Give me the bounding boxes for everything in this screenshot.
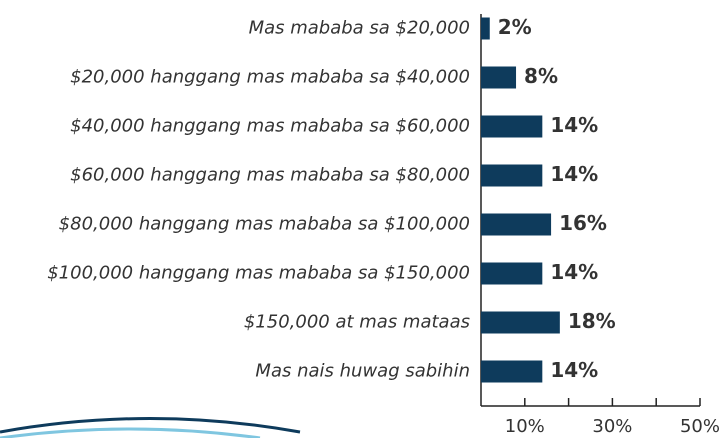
category-label: $150,000 at mas mataas bbox=[244, 312, 470, 333]
value-label: 18% bbox=[568, 309, 616, 333]
x-tick-label: 10% bbox=[505, 416, 545, 437]
category-label: Mas nais huwag sabihin bbox=[255, 361, 470, 382]
category-label: Mas mababa sa $20,000 bbox=[249, 18, 470, 39]
bar bbox=[481, 312, 560, 334]
category-label: $80,000 hanggang mas mababa sa $100,000 bbox=[59, 214, 470, 235]
value-label: 14% bbox=[550, 260, 598, 284]
value-label: 8% bbox=[524, 64, 558, 88]
bar bbox=[481, 116, 542, 138]
bar bbox=[481, 67, 516, 89]
category-label: $60,000 hanggang mas mababa sa $80,000 bbox=[70, 165, 470, 186]
x-tick-label: 30% bbox=[592, 416, 632, 437]
value-label: 14% bbox=[550, 113, 598, 137]
category-label: $100,000 hanggang mas mababa sa $150,000 bbox=[47, 263, 470, 284]
value-label: 14% bbox=[550, 358, 598, 382]
x-tick-label: 50% bbox=[680, 416, 720, 437]
bar bbox=[481, 165, 542, 187]
value-label: 2% bbox=[498, 15, 532, 39]
category-label: $20,000 hanggang mas mababa sa $40,000 bbox=[70, 67, 470, 88]
bar bbox=[481, 18, 490, 40]
bar bbox=[481, 361, 542, 383]
chart: 10% 30% 50% Mas mababa sa $20,000 2% $20,000 … bbox=[0, 0, 728, 438]
value-label: 16% bbox=[559, 211, 607, 235]
bar bbox=[481, 263, 542, 285]
bar bbox=[481, 214, 551, 236]
decoration bbox=[0, 429, 260, 438]
category-label: $40,000 hanggang mas mababa sa $60,000 bbox=[70, 116, 470, 137]
value-label: 14% bbox=[550, 162, 598, 186]
